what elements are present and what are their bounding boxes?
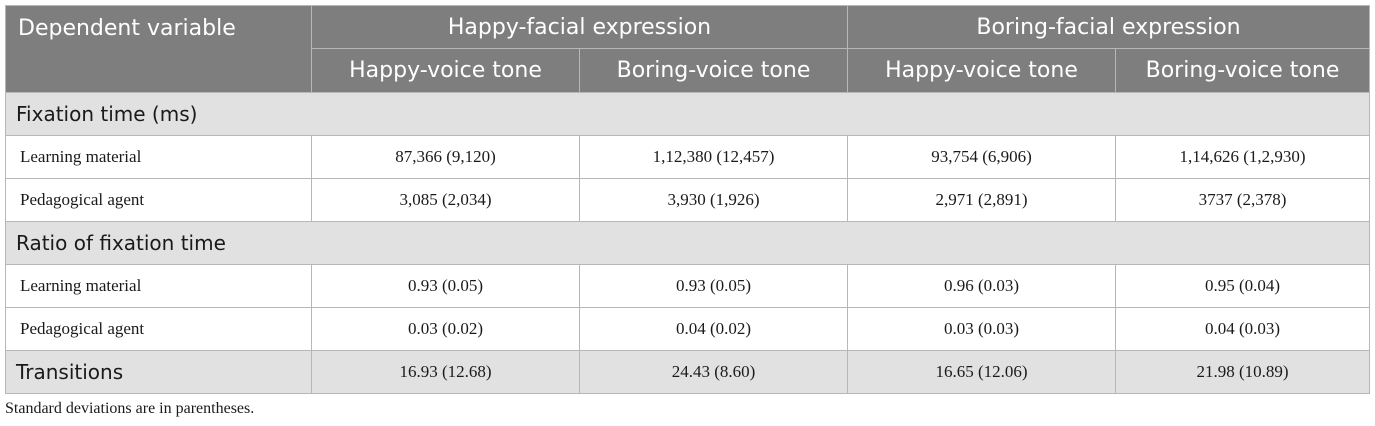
table-row: Learning material 87,366 (9,120) 1,12,38… [5,135,1370,179]
table-cell: 2,971 (2,891) [847,178,1116,222]
table-footnote: Standard deviations are in parentheses. [5,400,255,417]
table-cell: 0.04 (0.02) [579,307,848,351]
table-cell: 0.93 (0.05) [579,264,848,308]
table-cell: 1,12,380 (12,457) [579,135,848,179]
transitions-row: Transitions 16.93 (12.68) 24.43 (8.60) 1… [5,350,1370,394]
subheader-happy-face-happy-voice: Happy-voice tone [311,48,580,93]
table-cell: 0.04 (0.03) [1115,307,1370,351]
table-cell: 3,930 (1,926) [579,178,848,222]
row-label: Pedagogical agent [5,178,312,222]
header-happy-facial-expression: Happy-facial expression [311,5,848,49]
table-cell: 87,366 (9,120) [311,135,580,179]
table-cell: 0.93 (0.05) [311,264,580,308]
table-body: Fixation time (ms) Learning material 87,… [5,92,1370,394]
section-row-fixation-time: Fixation time (ms) [5,92,1370,136]
subheader-boring-face-boring-voice: Boring-voice tone [1115,48,1370,93]
table-cell: 21.98 (10.89) [1115,350,1370,394]
table-row: Learning material 0.93 (0.05) 0.93 (0.05… [5,264,1370,308]
row-label: Learning material [5,135,312,179]
table-cell: 16.93 (12.68) [311,350,580,394]
table-row: Pedagogical agent 0.03 (0.02) 0.04 (0.02… [5,307,1370,351]
row-label: Transitions [5,350,312,394]
section-title: Fixation time (ms) [5,92,1370,136]
table-cell: 16.65 (12.06) [847,350,1116,394]
table-cell: 3737 (2,378) [1115,178,1370,222]
subheader-happy-face-boring-voice: Boring-voice tone [579,48,848,93]
table-cell: 24.43 (8.60) [579,350,848,394]
table-cell: 93,754 (6,906) [847,135,1116,179]
section-title: Ratio of fixation time [5,221,1370,265]
results-table: Dependent variable Happy-facial expressi… [5,5,1370,394]
header-dependent-variable: Dependent variable [5,5,312,93]
row-label: Pedagogical agent [5,307,312,351]
table-cell: 3,085 (2,034) [311,178,580,222]
results-table-container: Dependent variable Happy-facial expressi… [5,5,1370,418]
subheader-boring-face-happy-voice: Happy-voice tone [847,48,1116,93]
table-cell: 0.95 (0.04) [1115,264,1370,308]
section-row-ratio-fixation-time: Ratio of fixation time [5,221,1370,265]
header-boring-facial-expression: Boring-facial expression [847,5,1370,49]
table-cell: 0.03 (0.03) [847,307,1116,351]
table-header: Dependent variable Happy-facial expressi… [5,5,1370,93]
table-cell: 0.03 (0.02) [311,307,580,351]
table-cell: 1,14,626 (1,2,930) [1115,135,1370,179]
table-row: Pedagogical agent 3,085 (2,034) 3,930 (1… [5,178,1370,222]
row-label: Learning material [5,264,312,308]
table-cell: 0.96 (0.03) [847,264,1116,308]
